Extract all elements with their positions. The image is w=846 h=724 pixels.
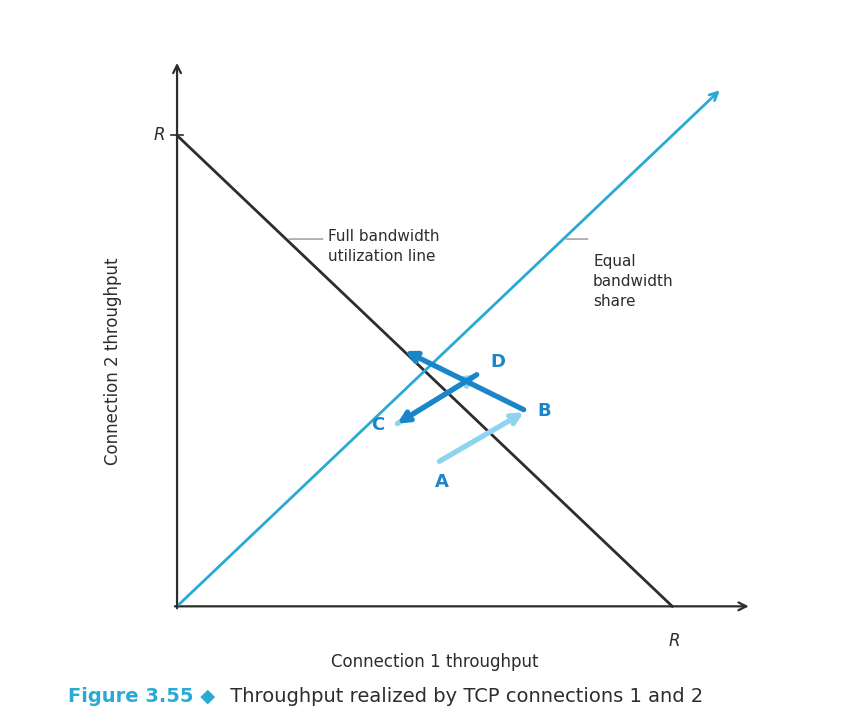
- Text: A: A: [435, 473, 449, 491]
- Text: Connection 1 throughput: Connection 1 throughput: [331, 654, 538, 671]
- Text: Connection 2 throughput: Connection 2 throughput: [104, 258, 122, 466]
- Text: D: D: [490, 353, 505, 371]
- Text: R: R: [153, 127, 165, 145]
- Text: Full bandwidth
utilization line: Full bandwidth utilization line: [328, 229, 440, 264]
- Text: Throughput realized by TCP connections 1 and 2: Throughput realized by TCP connections 1…: [224, 687, 703, 706]
- Text: C: C: [371, 416, 384, 434]
- Text: B: B: [537, 402, 551, 420]
- Text: R: R: [669, 632, 680, 650]
- Text: Figure 3.55 ◆: Figure 3.55 ◆: [68, 687, 215, 706]
- Text: Equal
bandwidth
share: Equal bandwidth share: [593, 254, 673, 308]
